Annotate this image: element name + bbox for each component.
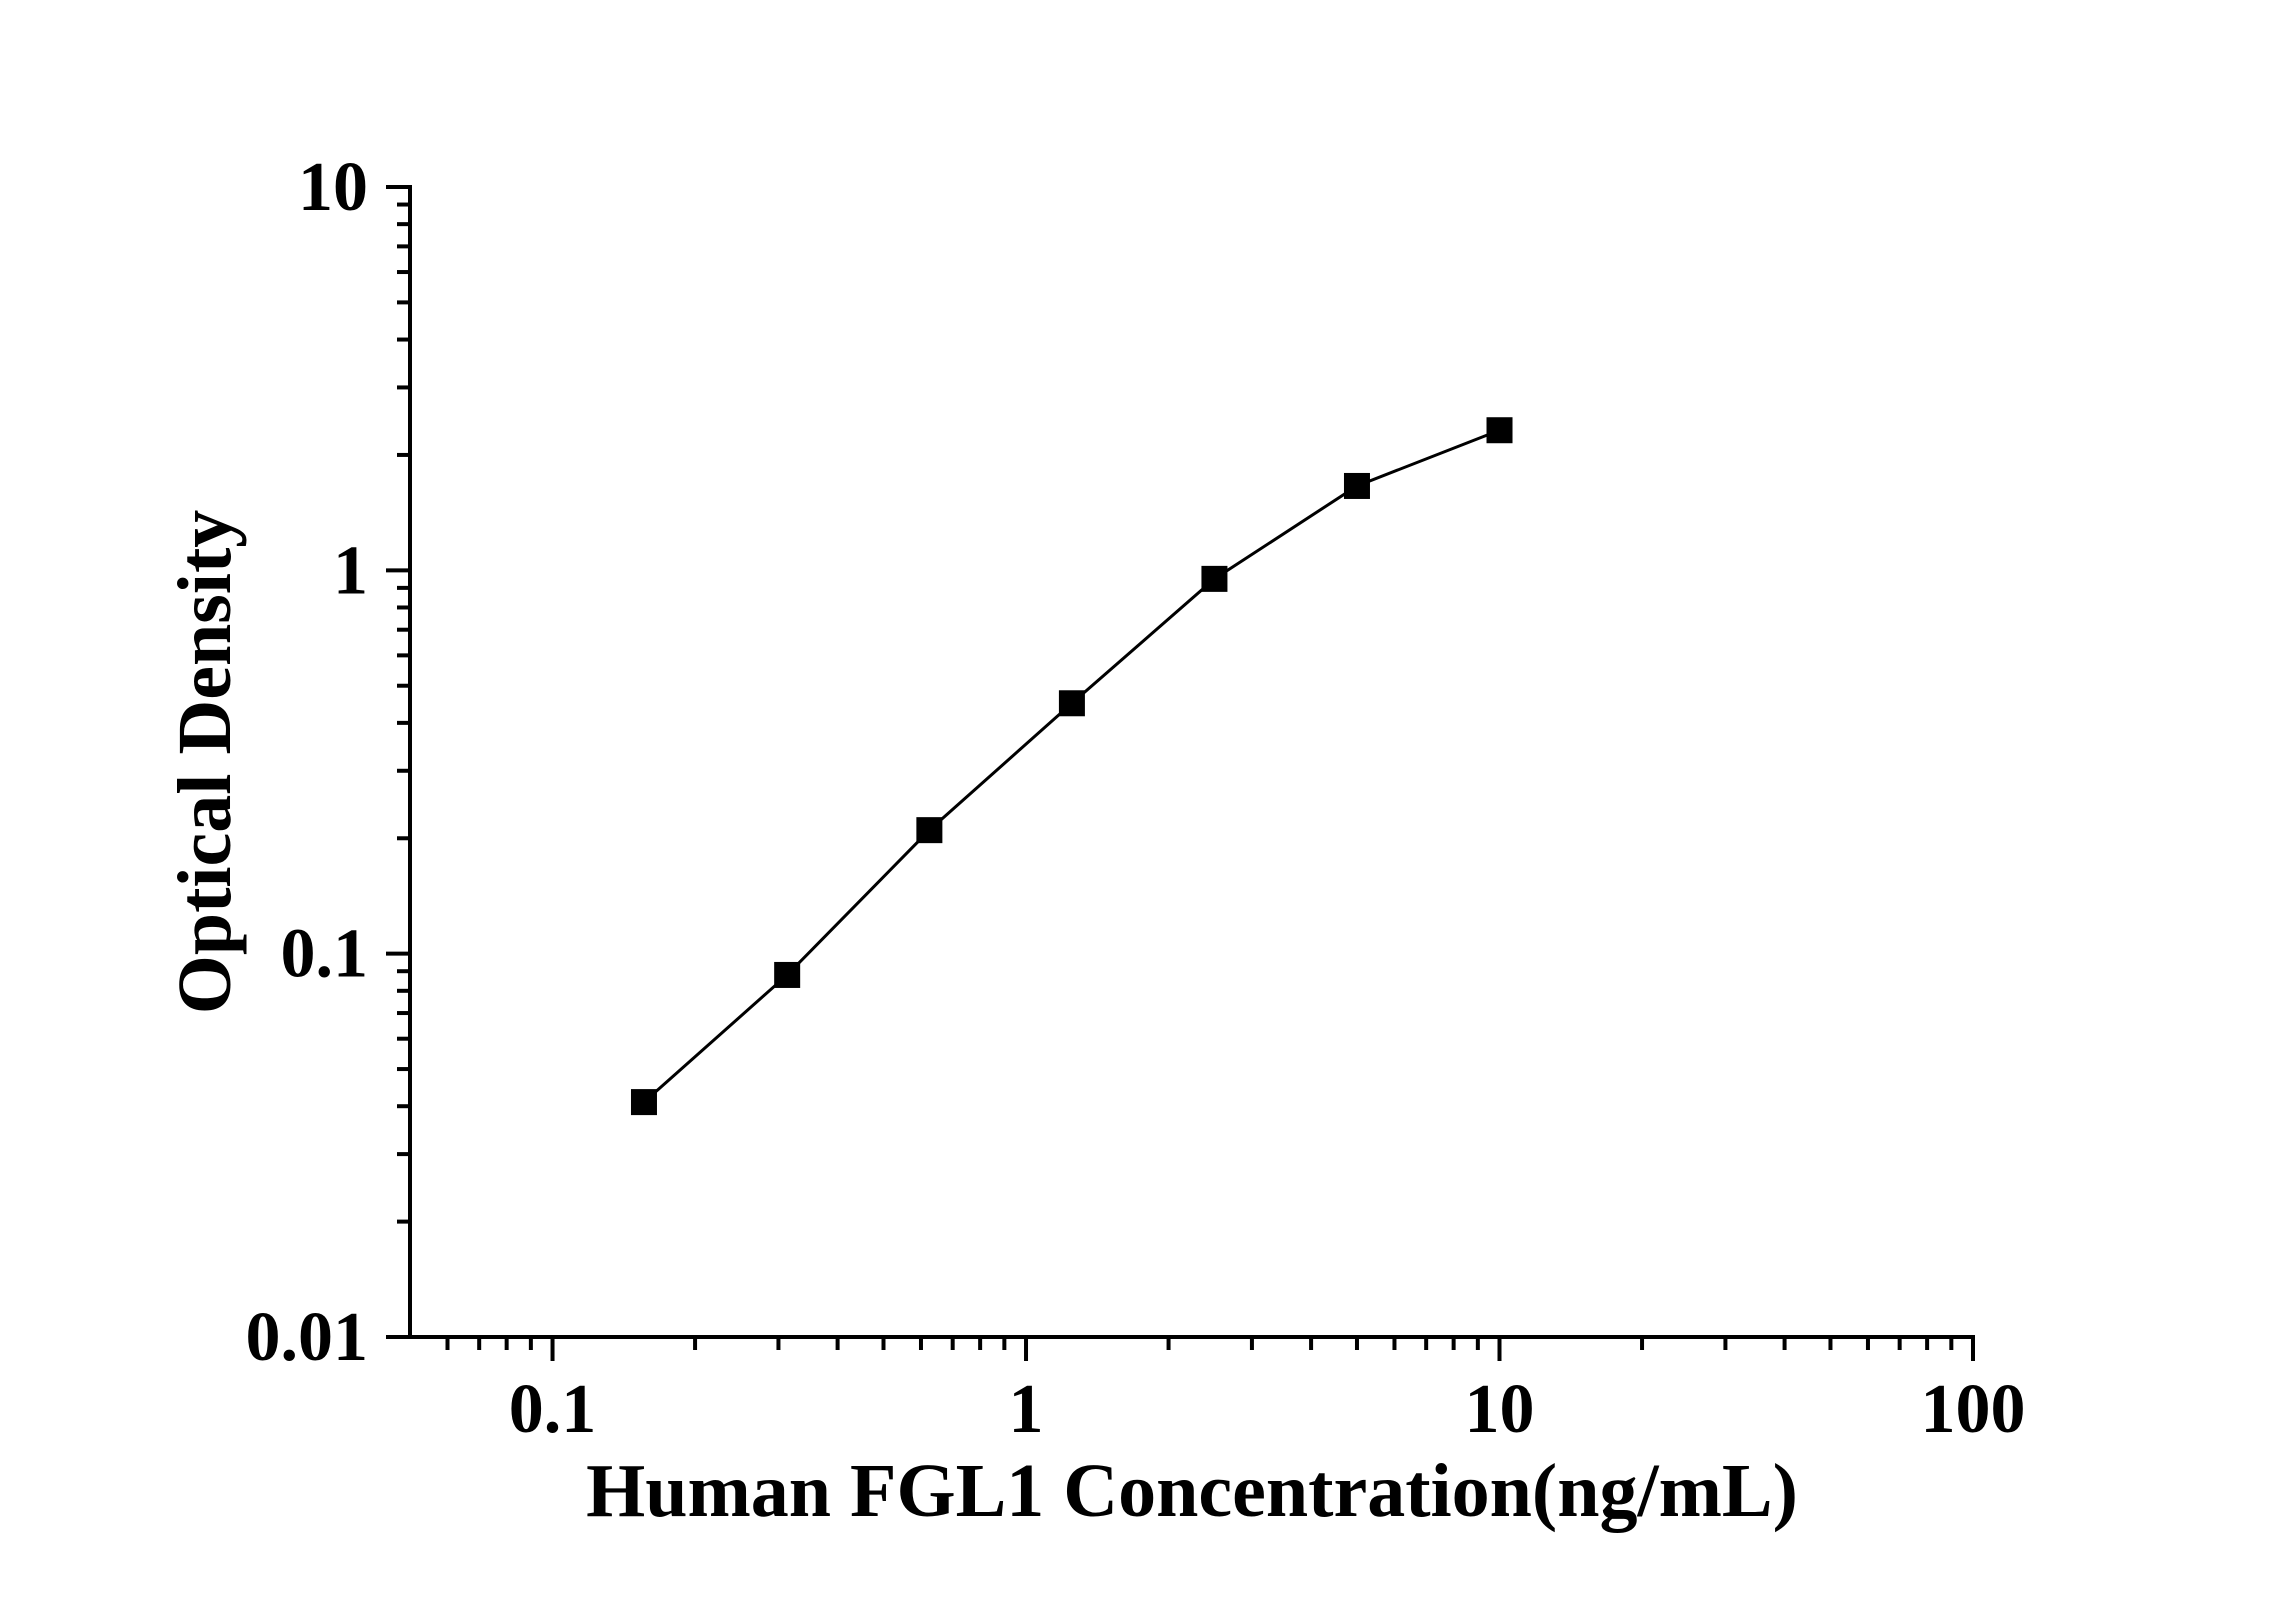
- y-tick-label: 1: [333, 532, 368, 609]
- data-point-marker: [916, 817, 943, 844]
- y-tick-label: 0.01: [246, 1299, 369, 1376]
- data-point-marker: [774, 961, 801, 988]
- x-tick-label: 100: [1921, 1371, 2026, 1448]
- y-axis-tick-labels: 0.01 0.1 1 10: [246, 149, 369, 1376]
- x-axis-title: Human FGL1 Concentration(ng/mL): [586, 1449, 1798, 1533]
- series-marker-group: [630, 417, 1513, 1116]
- data-point-marker: [1201, 565, 1228, 592]
- standard-curve-line: [642, 428, 1501, 1104]
- y-axis-title: Optical Density: [163, 510, 247, 1015]
- data-point-marker: [630, 1089, 657, 1116]
- data-point-marker: [1486, 417, 1513, 444]
- data-point-marker: [1058, 690, 1085, 717]
- y-tick-label: 10: [298, 149, 368, 226]
- x-axis-ticks: [445, 1337, 1975, 1361]
- y-tick-label: 0.1: [281, 916, 369, 993]
- data-point-marker: [1343, 472, 1370, 499]
- series-line-group: [642, 428, 1501, 1104]
- x-tick-label: 0.1: [509, 1371, 597, 1448]
- y-axis-ticks: [386, 185, 410, 1339]
- x-axis-tick-labels: 0.1 1 10 100: [509, 1371, 2026, 1448]
- x-tick-label: 1: [1009, 1371, 1044, 1448]
- x-tick-label: 10: [1465, 1371, 1535, 1448]
- axes: [408, 185, 1975, 1339]
